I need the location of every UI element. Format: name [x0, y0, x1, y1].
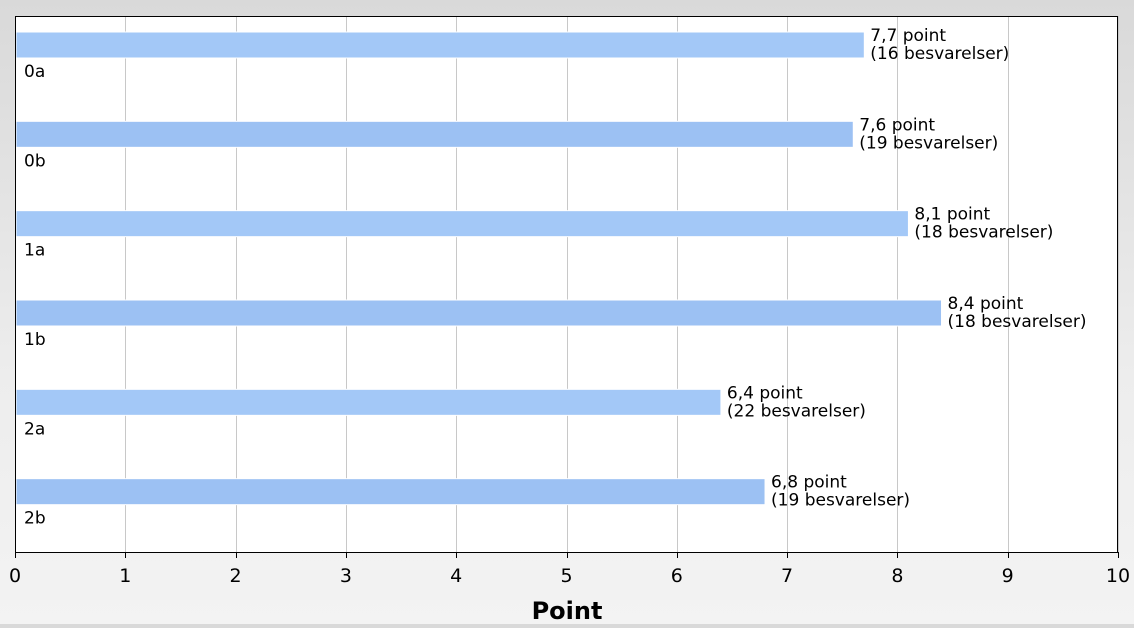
x-tick-label: 0 — [9, 565, 21, 587]
value-label: 8,4 point — [948, 294, 1024, 314]
x-tick-label: 8 — [891, 565, 903, 587]
category-label: 2a — [24, 419, 45, 439]
count-label: (22 besvarelser) — [727, 401, 866, 421]
x-tick-label: 5 — [560, 565, 572, 587]
category-label: 1b — [24, 330, 46, 350]
x-tick-label: 10 — [1106, 565, 1130, 587]
category-label: 0b — [24, 151, 46, 171]
value-label: 8,1 point — [914, 205, 990, 225]
value-label: 6,4 point — [727, 383, 803, 403]
x-axis-title: Point — [532, 597, 603, 624]
data-labels: 0a7,7 point(16 besvarelser)0b7,6 point(1… — [24, 26, 1087, 529]
category-label: 2b — [24, 509, 46, 529]
count-label: (18 besvarelser) — [914, 223, 1053, 243]
x-tick-label: 2 — [230, 565, 242, 587]
value-label: 6,8 point — [771, 473, 847, 493]
count-label: (19 besvarelser) — [859, 133, 998, 153]
gridlines — [125, 16, 1119, 552]
count-label: (16 besvarelser) — [870, 44, 1009, 64]
count-label: (18 besvarelser) — [948, 312, 1087, 332]
x-tick-label: 1 — [119, 565, 131, 587]
value-label: 7,7 point — [870, 26, 946, 46]
category-label: 0a — [24, 62, 45, 82]
bar-2b — [15, 478, 766, 506]
x-tick-label: 4 — [450, 565, 462, 587]
bar-1a — [15, 210, 909, 238]
count-label: (19 besvarelser) — [771, 491, 910, 511]
bar-0b — [15, 120, 854, 148]
value-label: 7,6 point — [859, 115, 935, 135]
plot-area — [15, 16, 1118, 552]
category-label: 1a — [24, 241, 45, 261]
bar-2a — [15, 388, 722, 416]
bar-1b — [15, 299, 943, 327]
x-tick-label: 6 — [671, 565, 683, 587]
x-tick-label: 7 — [781, 565, 793, 587]
bar-0a — [15, 31, 865, 59]
x-tick-label: 9 — [1002, 565, 1014, 587]
x-axis: 0 1 2 3 4 5 6 7 8 9 10 — [9, 16, 1130, 587]
x-tick-label: 3 — [340, 565, 352, 587]
bars — [15, 31, 943, 506]
